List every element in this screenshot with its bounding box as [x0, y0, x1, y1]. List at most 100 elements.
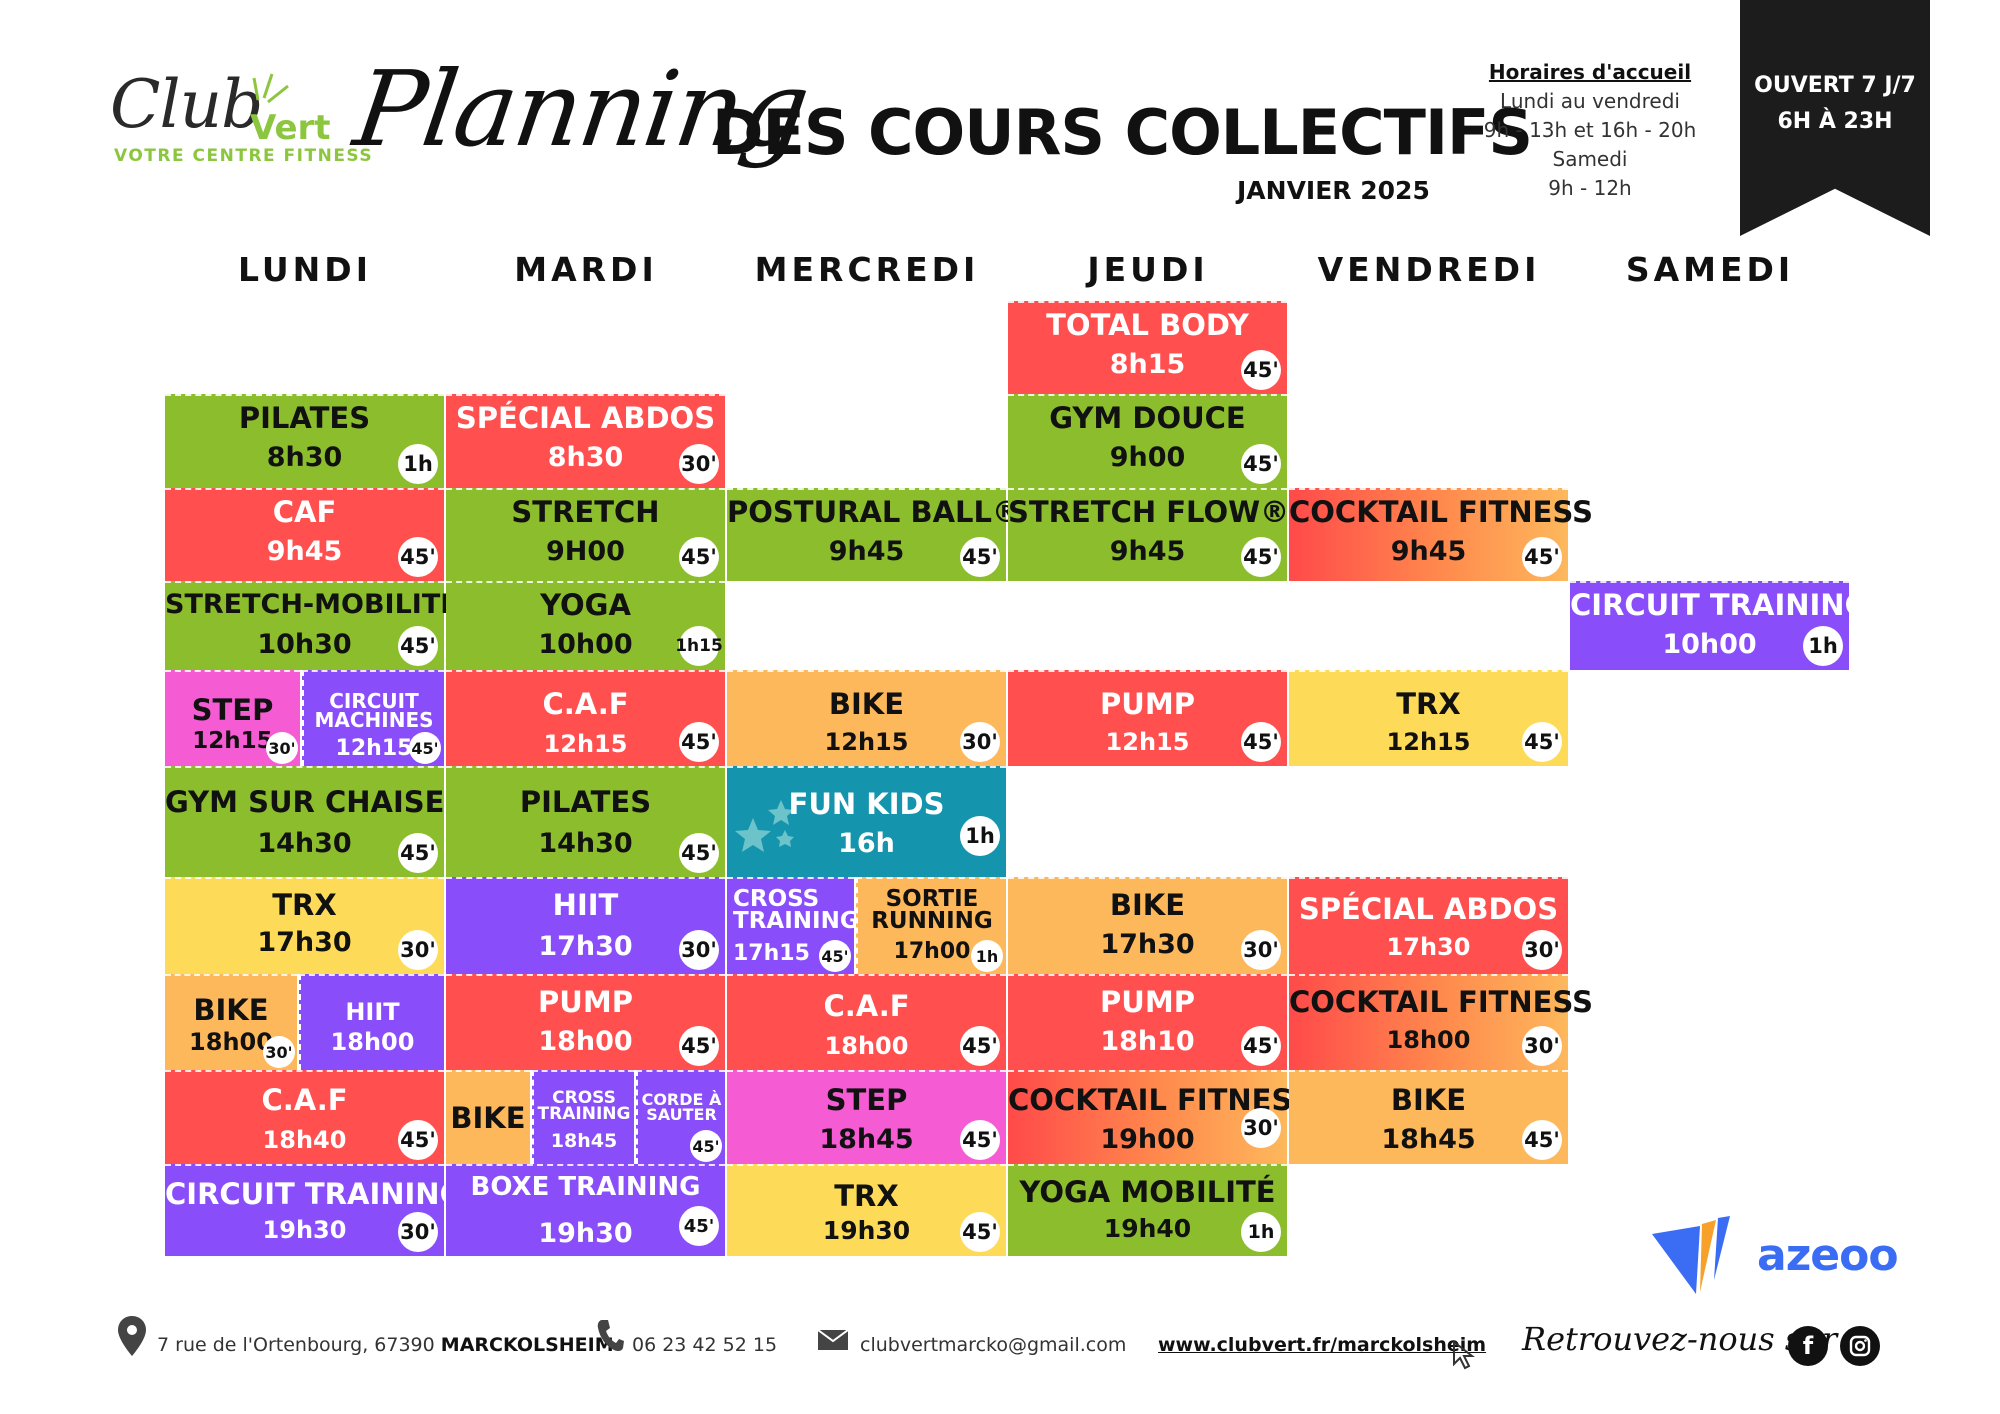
class-time: 12h15 [543, 730, 628, 758]
class-name: STEP [191, 693, 274, 727]
class-cell: TOTAL BODY 8h15 45' [1008, 301, 1287, 394]
class-cell: COCKTAIL FITNESS 9h45 45' [1289, 488, 1593, 581]
class-cell: STEP 18h45 45' [727, 1070, 1006, 1164]
class-cell: C.A.F 18h40 45' [165, 1070, 444, 1164]
duration-badge: 45' [679, 722, 719, 762]
class-time: 9h45 [828, 536, 905, 567]
class-time: 9H00 [546, 536, 625, 567]
duration-badge: 30' [263, 1036, 295, 1068]
class-time: 8h30 [266, 442, 343, 473]
stars-icon [735, 800, 794, 852]
duration-badge: 45' [398, 1120, 438, 1160]
class-name: PILATES [238, 401, 371, 435]
class-name: TRX [1396, 687, 1461, 721]
class-time: 19h30 [538, 1218, 633, 1249]
footer-phone[interactable]: 06 23 42 52 15 [632, 1334, 778, 1356]
duration-badge: 30' [398, 1212, 438, 1252]
class-name: C.A.F [823, 989, 910, 1023]
class-name: TRX [834, 1179, 899, 1213]
class-cell: POSTURAL BALL® 9h45 45' [727, 488, 1021, 581]
class-time: 17h30 [257, 927, 352, 958]
class-time: 8h15 [1109, 349, 1186, 380]
class-cell: BIKE 12h15 30' [727, 670, 1006, 766]
class-cell: CORDE À SAUTER 45' [636, 1070, 725, 1164]
class-time: 10h00 [538, 629, 633, 660]
class-name: FUN KIDS [788, 787, 945, 821]
duration-badge: 30' [960, 722, 1000, 762]
class-name: COCKTAIL FITNESS [1289, 495, 1593, 529]
class-cell: STRETCH 9H00 45' [446, 488, 725, 581]
class-name: STRETCH-MOBILITÉ [165, 589, 459, 620]
class-cell: HIIT 17h30 30' [446, 877, 725, 974]
duration-badge: 45' [960, 537, 1000, 577]
class-name: STEP [825, 1083, 908, 1117]
class-time: 12h15 [1105, 728, 1190, 756]
duration-badge: 45' [819, 940, 851, 972]
class-name: CROSS TRAINING [733, 886, 859, 934]
class-cell: CROSS TRAINING 18h45 [532, 1070, 634, 1164]
reception-hours-line: Samedi [1552, 147, 1628, 171]
class-time: 17h15 [733, 941, 810, 966]
duration-badge: 30' [1522, 930, 1562, 970]
class-cell: BIKE 18h00 30' [165, 974, 297, 1070]
class-name: HIIT [552, 888, 619, 922]
class-name: TRX [272, 888, 337, 922]
duration-badge: 45' [960, 1120, 1000, 1160]
mail-icon [818, 1330, 848, 1350]
duration-badge: 45' [1522, 1120, 1562, 1160]
day-header-vendredi: VENDREDI [1317, 250, 1541, 289]
class-time: 18h00 [1386, 1026, 1471, 1054]
day-header-jeudi: JEUDI [1087, 250, 1209, 289]
class-cell: TRX 17h30 30' [165, 877, 444, 974]
reception-hours-line: 9h - 12h [1548, 176, 1632, 200]
class-name: BIKE [450, 1101, 526, 1135]
class-name: GYM DOUCE [1049, 401, 1246, 435]
day-header-mardi: MARDI [514, 250, 658, 289]
logo-club-text: Club [110, 66, 263, 143]
footer-email[interactable]: clubvertmarcko@gmail.com [860, 1334, 1127, 1356]
class-name: C.A.F [261, 1083, 348, 1117]
class-name: SPÉCIAL ABDOS [455, 401, 716, 435]
class-cell: FUN KIDS 16h 1h [727, 766, 1006, 877]
duration-badge: 45' [398, 626, 438, 666]
class-time: 12h15 [824, 728, 909, 756]
class-name: BIKE [1109, 888, 1186, 922]
class-cell: PILATES 14h30 45' [446, 766, 725, 877]
logo-tagline: VOTRE CENTRE FITNESS [114, 146, 374, 166]
class-name: PUMP [1100, 985, 1195, 1019]
duration-badge: 45' [1241, 722, 1281, 762]
class-name: YOGA MOBILITÉ [1019, 1175, 1276, 1209]
duration-badge: 30' [1522, 1026, 1562, 1066]
azeoo-brand: azeoo [1757, 1230, 1899, 1281]
class-time: 12h15 [1386, 728, 1471, 756]
class-time: 18h00 [189, 1028, 273, 1056]
class-time: 16h [838, 828, 895, 859]
page-subtitle: JANVIER 2025 [1237, 176, 1430, 205]
class-cell: C.A.F 18h00 45' [727, 974, 1006, 1070]
class-cell: CROSS TRAINING 17h15 45' [727, 877, 859, 974]
duration-badge: 45' [398, 833, 438, 873]
class-time: 10h30 [257, 629, 352, 660]
location-pin-icon [118, 1316, 146, 1356]
duration-badge: 45' [1241, 350, 1281, 390]
class-time: 12h15 [335, 736, 413, 761]
class-cell: C.A.F 12h15 45' [446, 670, 725, 766]
footer-website-link[interactable]: www.clubvert.fr/marckolsheim [1158, 1334, 1487, 1356]
duration-badge: 30' [1241, 1108, 1281, 1148]
reception-hours-line: 9h - 13h et 16h - 20h [1483, 118, 1697, 142]
class-name: CIRCUIT TRAINING [1570, 588, 1869, 622]
class-cell: BOXE TRAINING 19h30 45' [446, 1164, 725, 1256]
class-cell: COCKTAIL FITNESS 18h00 30' [1289, 974, 1593, 1070]
duration-badge: 45' [679, 1206, 719, 1246]
logo-vert-text: Vert [250, 108, 331, 148]
footer-address: 7 rue de l'Ortenbourg, 67390 MARCKOLSHEI… [157, 1334, 614, 1356]
duration-badge: 45' [679, 833, 719, 873]
class-name: CIRCUIT TRAINING [165, 1177, 464, 1211]
instagram-icon[interactable] [1840, 1326, 1880, 1366]
class-name: SPÉCIAL ABDOS [1298, 892, 1559, 926]
duration-badge: 45' [690, 1130, 722, 1162]
duration-badge: 1h15 [675, 626, 723, 666]
day-header-samedi: SAMEDI [1625, 250, 1795, 289]
facebook-icon[interactable]: f [1788, 1326, 1828, 1366]
class-cell: SPÉCIAL ABDOS 17h30 30' [1289, 877, 1568, 974]
